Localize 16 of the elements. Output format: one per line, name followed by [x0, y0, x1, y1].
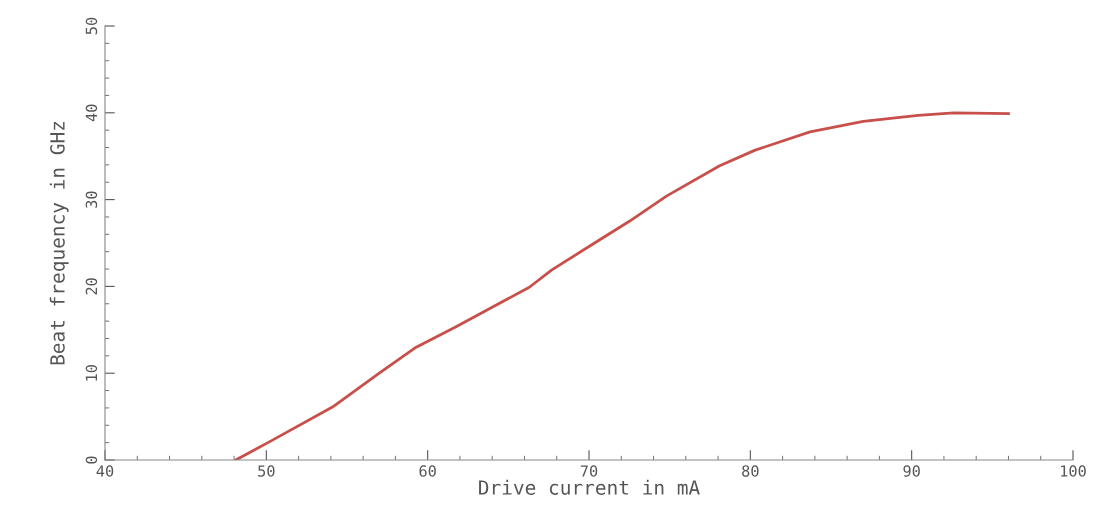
- y-tick-label: 40: [85, 104, 98, 122]
- y-tick-label: 0: [85, 456, 98, 464]
- x-tick-label: 60: [419, 465, 436, 477]
- y-axis-title: Beat frequency in GHz: [49, 121, 69, 365]
- x-tick-label: 100: [1061, 465, 1086, 477]
- y-tick-label: 10: [85, 364, 98, 381]
- x-tick-label: 80: [742, 465, 759, 477]
- y-tick-label: 20: [85, 278, 98, 295]
- x-tick-label: 50: [258, 465, 275, 477]
- line-series: [234, 111, 1010, 460]
- x-axis-title: Drive current in mA: [479, 479, 700, 495]
- y-tick-label: 30: [85, 191, 98, 208]
- x-tick-label: 90: [903, 465, 920, 477]
- x-tick-label: 40: [96, 465, 114, 477]
- x-tick-label: 70: [580, 465, 598, 477]
- y-tick-label: 50: [85, 17, 98, 35]
